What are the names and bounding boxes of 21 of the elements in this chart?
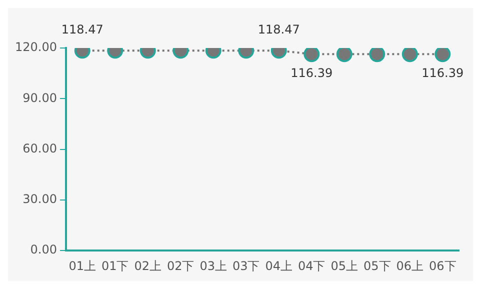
x-tick-label: 03上 (200, 258, 228, 273)
y-tick-label: 90.00 (22, 90, 57, 105)
x-tick-label: 03下 (232, 258, 260, 273)
x-tick-label: 05上 (330, 258, 358, 273)
y-tick-label: 0.00 (30, 242, 57, 257)
x-tick-label: 04下 (298, 258, 326, 273)
x-tick-label: 06下 (428, 258, 456, 273)
data-label: 116.39 (422, 66, 464, 80)
data-label: 116.39 (290, 66, 333, 80)
y-tick-label: 120.00 (14, 40, 57, 54)
x-tick-label: 01下 (101, 258, 129, 273)
y-tick-label: 60.00 (22, 141, 57, 156)
data-label: 118.47 (258, 22, 300, 37)
x-tick-label: 02下 (166, 258, 194, 273)
x-tick-label: 02上 (134, 258, 162, 273)
x-tick-label: 01上 (68, 258, 96, 273)
x-tick-label: 05下 (363, 258, 391, 273)
x-tick-label: 06上 (396, 258, 424, 273)
data-label: 118.47 (61, 22, 104, 37)
x-tick-label: 04上 (265, 258, 293, 273)
y-tick-label: 30.00 (22, 192, 57, 206)
